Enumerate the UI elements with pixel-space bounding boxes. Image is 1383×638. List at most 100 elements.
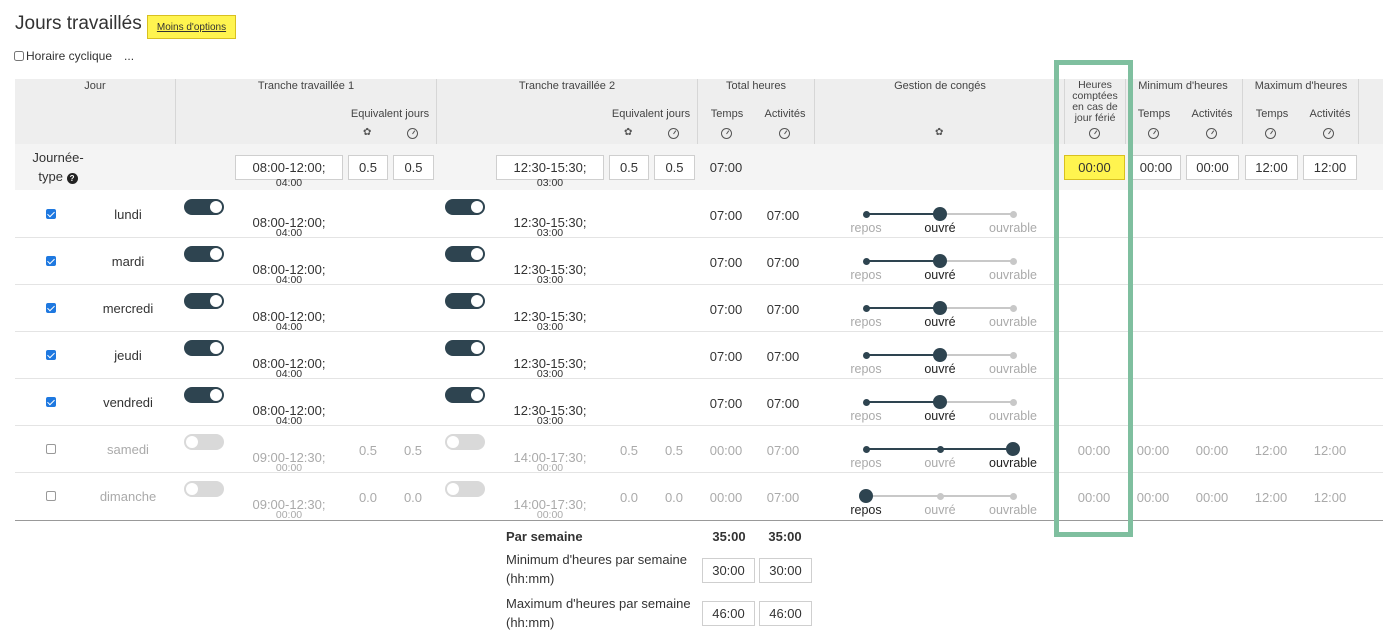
journee-max-temps[interactable]: 12:00 — [1245, 155, 1298, 180]
day-checkbox[interactable] — [46, 491, 56, 501]
day-checkbox[interactable] — [46, 209, 56, 219]
tranche2-equiv1: 0.5 — [619, 443, 639, 458]
tranche2-toggle[interactable] — [445, 293, 485, 309]
conges-slider-dot[interactable] — [933, 395, 947, 409]
tranche2-range: 12:30-15:30; — [513, 215, 587, 230]
total-activites: 07:00 — [766, 490, 800, 505]
header-maximum: Maximum d'heures — [1254, 80, 1348, 92]
tranche1-toggle[interactable] — [184, 434, 224, 450]
journee-t2-eq2[interactable]: 0.5 — [654, 155, 695, 180]
min-act-value: 00:00 — [1195, 490, 1229, 505]
conges-slider-dot[interactable] — [936, 492, 944, 500]
clock-icon — [1206, 128, 1217, 139]
tranche2-toggle[interactable] — [445, 387, 485, 403]
conges-slider-label: ouvrable — [989, 221, 1037, 235]
tranche2-duration: 03:00 — [536, 368, 564, 380]
conges-slider-dot[interactable] — [933, 207, 947, 221]
total-temps: 00:00 — [709, 443, 743, 458]
conges-slider-dot[interactable] — [859, 489, 873, 503]
tranche1-range: 08:00-12:00; — [252, 309, 326, 324]
conges-slider-dot[interactable] — [933, 254, 947, 268]
conges-slider-dot[interactable] — [933, 301, 947, 315]
journee-min-temps[interactable]: 00:00 — [1131, 155, 1181, 180]
more-menu[interactable]: ... — [124, 49, 135, 63]
tranche2-equiv2: 0.5 — [664, 443, 684, 458]
conges-slider-dot[interactable] — [862, 210, 870, 218]
day-name: lundi — [114, 207, 142, 222]
tranche1-toggle[interactable] — [184, 199, 224, 215]
conges-slider-dot[interactable] — [862, 304, 870, 312]
day-name: mardi — [111, 254, 145, 269]
clock-icon — [1089, 128, 1100, 139]
tranche1-toggle[interactable] — [184, 293, 224, 309]
tranche1-duration: 00:00 — [275, 462, 303, 474]
palm-icon: ✿ — [624, 127, 633, 138]
journee-t2-range[interactable]: 12:30-15:30; — [496, 155, 604, 180]
journee-t2-eq1[interactable]: 0.5 — [609, 155, 649, 180]
cyclic-checkbox[interactable] — [14, 51, 24, 61]
max-temps-value: 12:00 — [1254, 443, 1288, 458]
day-checkbox[interactable] — [46, 350, 56, 360]
total-activites: 07:00 — [766, 443, 800, 458]
less-options-link[interactable]: Moins d'options — [147, 15, 236, 39]
col-sep — [1242, 79, 1243, 144]
tranche1-toggle[interactable] — [184, 387, 224, 403]
tranche1-toggle[interactable] — [184, 340, 224, 356]
day-checkbox[interactable] — [46, 397, 56, 407]
tranche2-duration: 03:00 — [536, 321, 564, 333]
col-sep — [1125, 79, 1126, 144]
tranche2-toggle[interactable] — [445, 199, 485, 215]
conges-slider-label: ouvrable — [989, 268, 1037, 282]
row-divider — [15, 237, 1383, 238]
day-name: mercredi — [102, 301, 154, 316]
header-jour: Jour — [84, 80, 106, 92]
conges-slider-dot[interactable] — [1009, 257, 1017, 265]
day-checkbox[interactable] — [46, 303, 56, 313]
tranche2-toggle[interactable] — [445, 481, 485, 497]
conges-slider-dot[interactable] — [1009, 304, 1017, 312]
conges-slider-dot[interactable] — [936, 445, 944, 453]
conges-slider-dot[interactable] — [862, 257, 870, 265]
row-divider — [15, 425, 1383, 426]
conges-slider-dot[interactable] — [1009, 398, 1017, 406]
conges-slider-dot[interactable] — [1009, 210, 1017, 218]
conges-slider-dot[interactable] — [1009, 492, 1017, 500]
min-semaine-temps[interactable]: 30:00 — [702, 558, 755, 583]
total-activites: 07:00 — [766, 396, 800, 411]
max-semaine-act[interactable]: 46:00 — [759, 601, 812, 626]
journee-max-act[interactable]: 12:00 — [1303, 155, 1357, 180]
header-equiv1: Equivalent jours — [350, 108, 430, 120]
max-semaine-temps[interactable]: 46:00 — [702, 601, 755, 626]
tranche1-toggle[interactable] — [184, 246, 224, 262]
day-checkbox[interactable] — [46, 444, 56, 454]
tranche2-toggle[interactable] — [445, 246, 485, 262]
help-icon[interactable]: ? — [66, 173, 78, 184]
conges-slider-dot[interactable] — [1009, 351, 1017, 359]
conges-slider-dot[interactable] — [933, 348, 947, 362]
tranche2-toggle[interactable] — [445, 340, 485, 356]
tranche2-duration: 03:00 — [536, 227, 564, 239]
palm-icon: ✿ — [363, 127, 372, 138]
header-gestion-conges: Gestion de congés — [894, 80, 986, 92]
tranche1-toggle[interactable] — [184, 481, 224, 497]
conges-slider-dot[interactable] — [1006, 442, 1020, 456]
day-checkbox[interactable] — [46, 256, 56, 266]
min-semaine-act[interactable]: 30:00 — [759, 558, 812, 583]
journee-ferie-input[interactable]: 00:00 — [1064, 155, 1125, 180]
total-temps: 07:00 — [709, 302, 743, 317]
header-tranche2: Tranche travaillée 2 — [518, 80, 616, 92]
journee-type-text: Journée-type — [32, 150, 84, 184]
conges-slider-label: repos — [850, 315, 882, 329]
journee-t1-eq2[interactable]: 0.5 — [393, 155, 434, 180]
day-name: samedi — [107, 442, 149, 457]
conges-slider-dot[interactable] — [862, 351, 870, 359]
total-activites: 07:00 — [766, 302, 800, 317]
min-temps-value: 00:00 — [1136, 443, 1170, 458]
tranche2-toggle[interactable] — [445, 434, 485, 450]
journee-min-act[interactable]: 00:00 — [1186, 155, 1239, 180]
tranche1-range: 09:00-12:30; — [252, 497, 326, 512]
conges-slider-dot[interactable] — [862, 445, 870, 453]
journee-t1-range[interactable]: 08:00-12:00; — [235, 155, 343, 180]
journee-t1-eq1[interactable]: 0.5 — [348, 155, 388, 180]
conges-slider-dot[interactable] — [862, 398, 870, 406]
